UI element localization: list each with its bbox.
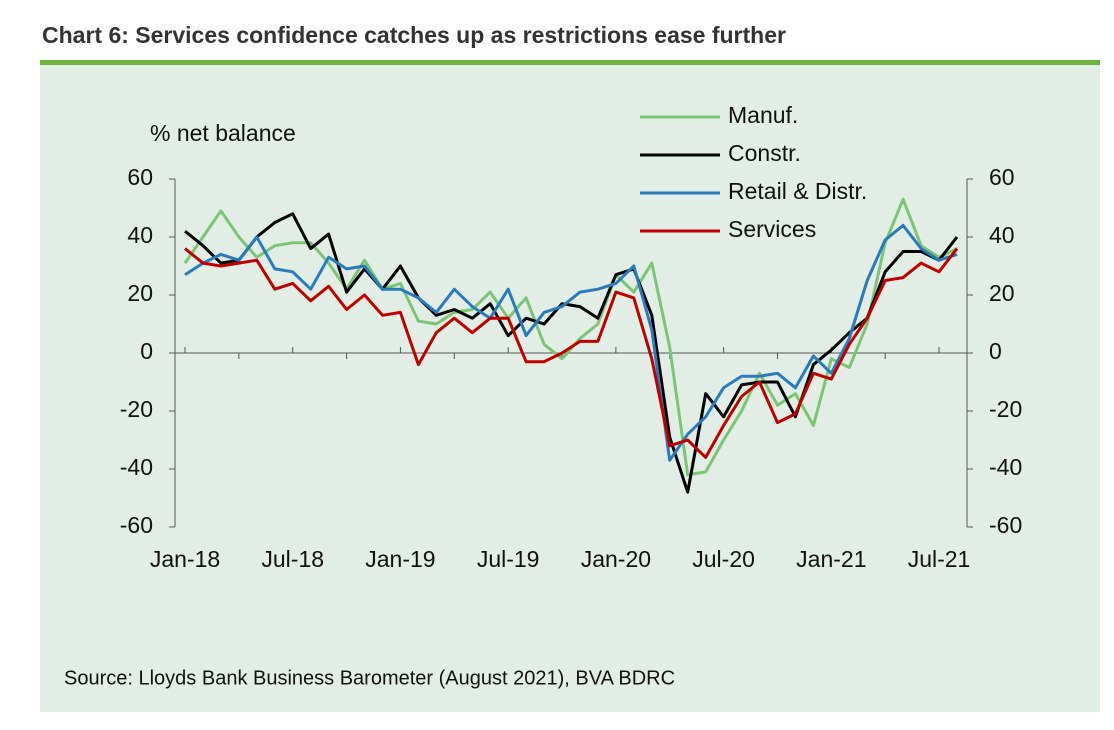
source: Source: Lloyds Bank Business Barometer (… — [64, 667, 675, 689]
y-tick-label: 20 — [127, 280, 153, 306]
series-line — [184, 247, 959, 459]
y2-tick-label: -20 — [989, 396, 1022, 422]
x-tick-label: Jul-18 — [261, 546, 324, 572]
title-rule — [40, 60, 1100, 65]
y2-tick-label: -60 — [989, 512, 1022, 538]
y-tick-label: 0 — [140, 338, 153, 364]
y2-tick-label: 0 — [989, 338, 1002, 364]
y-tick-label: 60 — [127, 164, 153, 190]
x-tick-label: Jan-20 — [581, 546, 651, 572]
x-tick-label: Jul-21 — [908, 546, 971, 572]
y-tick-label: -20 — [120, 396, 153, 422]
page-title: Chart 6: Services confidence catches up … — [42, 22, 786, 48]
y2-tick-label: 40 — [989, 222, 1015, 248]
x-tick-label: Jan-21 — [796, 546, 866, 572]
y2-tick-label: -40 — [989, 454, 1022, 480]
y-axis-label: % net balance — [150, 120, 296, 146]
y2-tick-label: 60 — [989, 164, 1015, 190]
series-line — [184, 212, 959, 494]
series-line — [184, 223, 958, 462]
y2-tick-label: 20 — [989, 280, 1015, 306]
y-tick-label: -40 — [120, 454, 153, 480]
series-line — [183, 197, 958, 477]
legend-label: Services — [728, 216, 816, 242]
y-tick-label: 40 — [127, 222, 153, 248]
x-tick-label: Jan-19 — [365, 546, 435, 572]
x-tick-label: Jul-19 — [477, 546, 540, 572]
x-tick-label: Jan-18 — [150, 546, 220, 572]
y-tick-label: -60 — [120, 512, 153, 538]
legend-label: Retail & Distr. — [728, 178, 867, 204]
legend-label: Constr. — [728, 140, 801, 166]
chart-panel — [40, 65, 1100, 712]
x-tick-label: Jul-20 — [692, 546, 755, 572]
legend-label: Manuf. — [728, 102, 798, 128]
